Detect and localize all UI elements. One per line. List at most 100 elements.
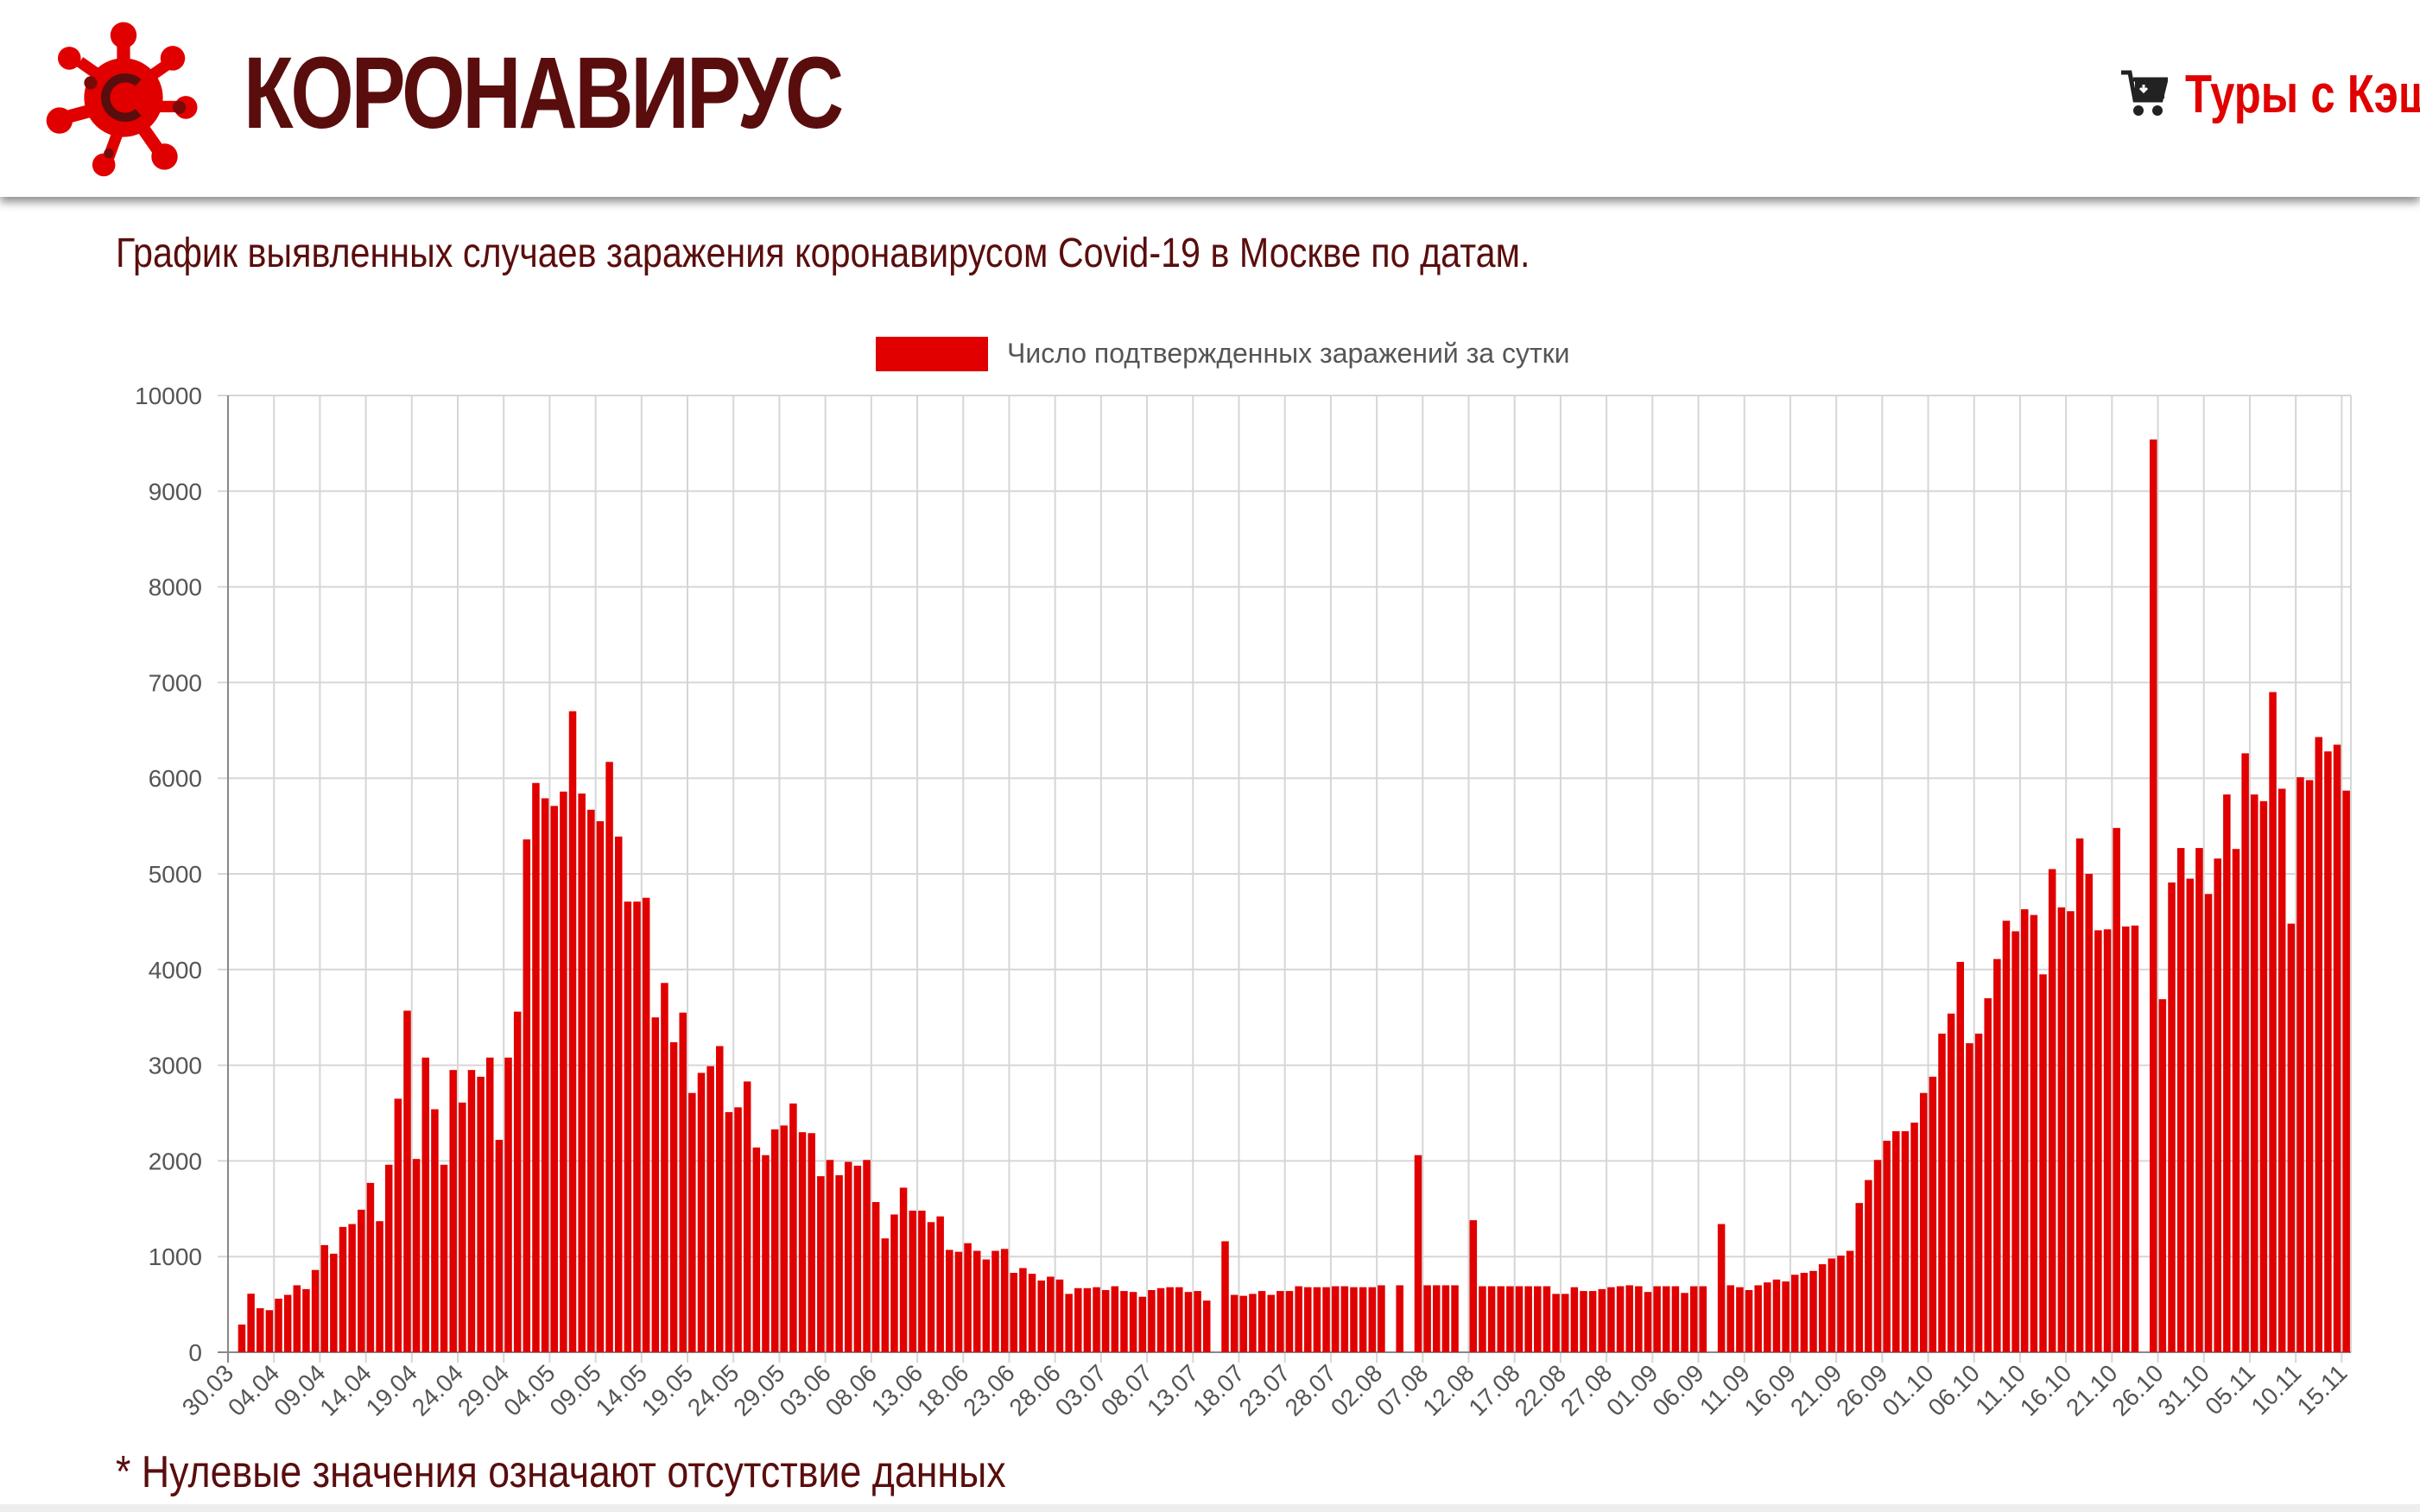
bar[interactable]	[633, 902, 641, 1352]
bar[interactable]	[1441, 1285, 1450, 1352]
bar[interactable]	[1506, 1286, 1514, 1352]
bar[interactable]	[1892, 1131, 1900, 1352]
bar[interactable]	[817, 1176, 825, 1352]
bar[interactable]	[1782, 1281, 1790, 1352]
bar[interactable]	[972, 1250, 981, 1352]
bar[interactable]	[2315, 737, 2323, 1352]
bar[interactable]	[293, 1285, 301, 1352]
bar[interactable]	[982, 1259, 991, 1352]
bar[interactable]	[1359, 1287, 1367, 1352]
bar[interactable]	[1093, 1287, 1100, 1352]
bar[interactable]	[2011, 931, 2019, 1352]
bar[interactable]	[1267, 1294, 1275, 1352]
bar[interactable]	[311, 1269, 320, 1352]
bar[interactable]	[495, 1140, 504, 1352]
bar[interactable]	[789, 1103, 797, 1352]
bar[interactable]	[2305, 780, 2314, 1352]
bar[interactable]	[1239, 1295, 1248, 1352]
bar[interactable]	[2168, 882, 2176, 1352]
bar[interactable]	[1616, 1286, 1625, 1352]
bar[interactable]	[1277, 1291, 1284, 1352]
bar[interactable]	[2324, 751, 2332, 1352]
bar[interactable]	[1194, 1291, 1201, 1352]
chart-legend[interactable]: Число подтвержденных заражений за сутки	[876, 337, 1569, 371]
bar[interactable]	[2186, 878, 2195, 1352]
bar[interactable]	[1304, 1287, 1312, 1352]
bar[interactable]	[1120, 1291, 1128, 1352]
bar[interactable]	[1873, 1160, 1882, 1352]
bar[interactable]	[2277, 788, 2286, 1352]
bar[interactable]	[871, 1202, 880, 1352]
bar[interactable]	[798, 1132, 807, 1352]
bar[interactable]	[1717, 1224, 1726, 1352]
bar[interactable]	[1663, 1286, 1670, 1352]
bar[interactable]	[1156, 1287, 1165, 1352]
bar[interactable]	[339, 1226, 347, 1352]
bar[interactable]	[1258, 1291, 1266, 1352]
bar[interactable]	[1497, 1286, 1505, 1352]
bar[interactable]	[918, 1211, 926, 1352]
bar[interactable]	[2122, 926, 2130, 1352]
bar[interactable]	[1451, 1285, 1459, 1352]
bar[interactable]	[2149, 439, 2157, 1353]
bar[interactable]	[2158, 999, 2167, 1352]
bar[interactable]	[403, 1010, 411, 1352]
bar[interactable]	[706, 1066, 714, 1352]
bar[interactable]	[1745, 1289, 1753, 1352]
bar[interactable]	[1055, 1279, 1064, 1352]
bar[interactable]	[513, 1011, 522, 1352]
bar[interactable]	[1570, 1287, 1579, 1352]
bar[interactable]	[1295, 1286, 1302, 1352]
tours-link[interactable]: Туры с Кэш	[2185, 65, 2420, 124]
bar[interactable]	[991, 1250, 999, 1352]
bar[interactable]	[1534, 1286, 1542, 1352]
bar[interactable]	[1772, 1279, 1781, 1352]
bar[interactable]	[1956, 961, 1965, 1352]
bar[interactable]	[1929, 1076, 1937, 1352]
bar[interactable]	[1984, 998, 1992, 1352]
bar[interactable]	[1230, 1294, 1239, 1352]
bar[interactable]	[1414, 1155, 1422, 1352]
bar[interactable]	[2113, 827, 2120, 1352]
bar[interactable]	[1285, 1291, 1294, 1352]
bar[interactable]	[1818, 1264, 1827, 1352]
bar[interactable]	[348, 1224, 356, 1352]
bar[interactable]	[1764, 1282, 1771, 1352]
bar[interactable]	[2269, 692, 2277, 1352]
bar[interactable]	[256, 1308, 264, 1352]
bar[interactable]	[2048, 869, 2056, 1352]
bar[interactable]	[716, 1046, 724, 1352]
bar[interactable]	[366, 1182, 375, 1352]
bar[interactable]	[467, 1070, 476, 1352]
bar[interactable]	[1726, 1285, 1735, 1352]
bar[interactable]	[624, 902, 632, 1352]
bar[interactable]	[440, 1164, 448, 1352]
bar[interactable]	[587, 809, 595, 1352]
bar[interactable]	[1947, 1013, 1955, 1352]
shopping-cart-icon[interactable]	[2119, 67, 2168, 117]
bar[interactable]	[1966, 1043, 1973, 1352]
bar[interactable]	[1515, 1286, 1524, 1352]
bar[interactable]	[2067, 911, 2075, 1352]
bar[interactable]	[1184, 1292, 1193, 1352]
bar[interactable]	[247, 1294, 255, 1352]
bar[interactable]	[1074, 1287, 1082, 1352]
bar[interactable]	[330, 1253, 338, 1352]
bar[interactable]	[826, 1160, 834, 1352]
bar[interactable]	[1010, 1273, 1018, 1352]
bar[interactable]	[679, 1012, 687, 1352]
bar[interactable]	[1865, 1180, 1872, 1352]
bar[interactable]	[1047, 1276, 1055, 1352]
bar[interactable]	[1221, 1241, 1229, 1352]
bar[interactable]	[2259, 800, 2268, 1352]
bar[interactable]	[780, 1125, 789, 1352]
bar[interactable]	[1524, 1286, 1532, 1352]
bar[interactable]	[1681, 1293, 1688, 1352]
bar[interactable]	[964, 1243, 972, 1352]
bar[interactable]	[2241, 753, 2249, 1352]
bar[interactable]	[1487, 1286, 1496, 1352]
bar[interactable]	[1598, 1288, 1606, 1352]
bar[interactable]	[2195, 848, 2203, 1352]
bar[interactable]	[238, 1324, 246, 1352]
bar[interactable]	[614, 836, 623, 1352]
